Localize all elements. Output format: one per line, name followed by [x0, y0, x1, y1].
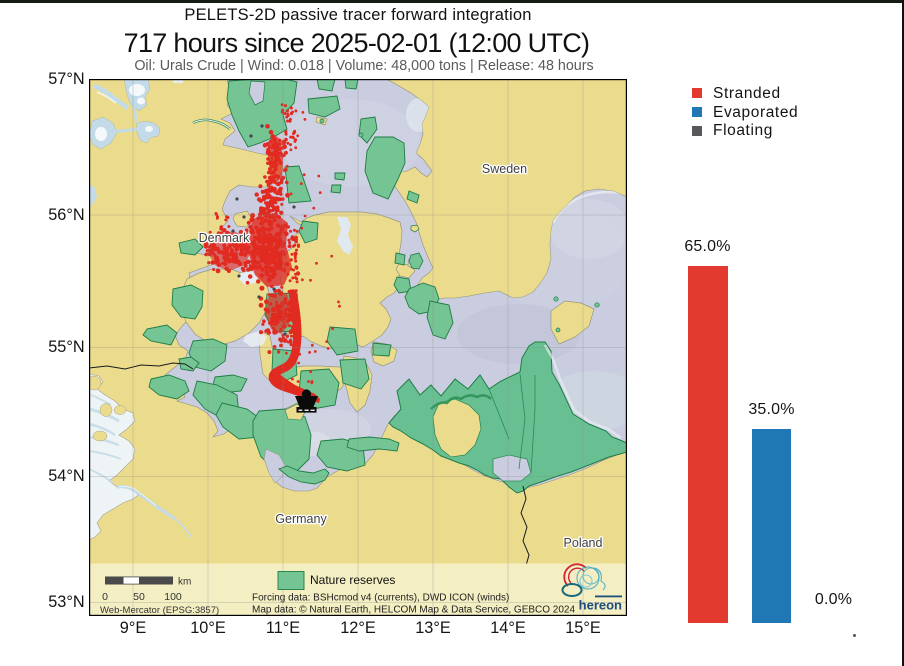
svg-text:0: 0 [102, 591, 108, 603]
svg-text:Forcing data: BSHcmod v4 (curr: Forcing data: BSHcmod v4 (currents), DWD… [252, 592, 509, 603]
svg-text:km: km [178, 576, 191, 587]
svg-text:Map data: © Natural Earth, HEL: Map data: © Natural Earth, HELCOM Map & … [252, 604, 575, 615]
svg-text:Sweden: Sweden [482, 162, 527, 176]
svg-text:Nature reserves: Nature reserves [310, 573, 395, 587]
svg-text:Denmark: Denmark [199, 231, 250, 245]
svg-text:Germany: Germany [275, 512, 327, 526]
svg-text:Poland: Poland [564, 536, 603, 550]
svg-text:Web-Mercator (EPSG:3857): Web-Mercator (EPSG:3857) [100, 605, 219, 616]
svg-text:100: 100 [164, 591, 182, 603]
svg-text:hereon: hereon [579, 597, 622, 612]
svg-text:50: 50 [133, 591, 145, 603]
